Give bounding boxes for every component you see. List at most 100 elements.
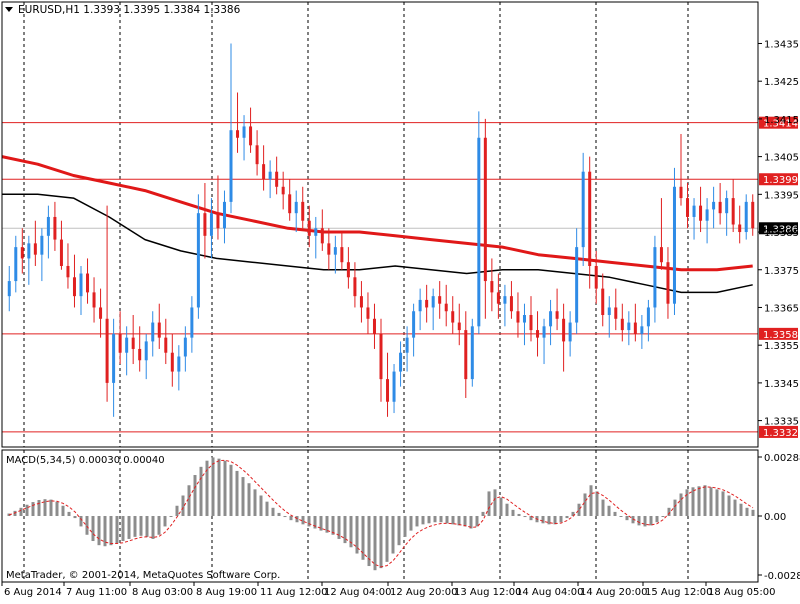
candle-body (601, 288, 605, 316)
price-axis: 1.3414 1.3399 1.3358 1.3332 1.3386 1.3435 1.34… (758, 39, 800, 582)
macd-histogram-bar (409, 516, 413, 531)
triangle-down-icon[interactable] (5, 7, 13, 12)
candle-body (203, 213, 207, 236)
macd-histogram-bar (745, 507, 749, 516)
candle-body (686, 198, 690, 217)
macd-histogram-bar (187, 485, 191, 516)
macd-histogram-bar (721, 491, 725, 516)
candle-body (699, 205, 703, 221)
macd-histogram-bar (439, 516, 443, 523)
candle-body (7, 281, 11, 297)
candle-body (40, 235, 44, 255)
macd-histogram-bar (433, 516, 437, 523)
candle-body (249, 126, 253, 146)
candle-body (125, 337, 129, 353)
macd-histogram-bar (73, 516, 77, 519)
time-axis-label: 14 Aug 20:00 (580, 587, 647, 598)
macd-histogram-bar (613, 511, 617, 516)
candle-body (366, 307, 370, 319)
macd-indicator (7, 457, 755, 571)
candle-body (236, 130, 240, 138)
candle-body (14, 247, 18, 282)
macd-histogram-bar (379, 516, 383, 569)
macd-histogram-bar (541, 516, 545, 524)
macd-histogram-bar (325, 516, 329, 533)
macd-histogram-bar (625, 516, 629, 521)
candle-body (229, 130, 233, 202)
candle-body (301, 201, 305, 221)
price-axis-label: 1.3335 (764, 417, 799, 428)
copyright-text: MetaTrader, © 2001-2014, MetaQuotes Soft… (6, 570, 280, 581)
macd-histogram-bar (343, 516, 347, 544)
macd-histogram-bar (727, 495, 731, 516)
candle-body (222, 201, 226, 229)
candle-body (653, 247, 657, 308)
macd-histogram-bar (445, 516, 449, 524)
macd-histogram-bar (109, 516, 113, 546)
macd-histogram-bar (283, 516, 287, 518)
level-price-tag-bg (759, 173, 798, 186)
macd-histogram-bar (313, 516, 317, 529)
macd-histogram-bar (133, 516, 137, 537)
price-axis-label: 1.3395 (764, 190, 799, 201)
candle-body (640, 326, 644, 334)
macd-histogram-bar (391, 516, 395, 554)
candle-body (633, 322, 637, 334)
symbol-header: EURUSD,H1 1.3393 1.3395 1.3384 1.3386 (18, 4, 241, 16)
candle-body (568, 322, 572, 342)
time-axis: 6 Aug 2014 7 Aug 11:00 8 Aug 03:00 8 Aug 19… (1, 582, 775, 598)
macd-histogram-bar (79, 516, 83, 527)
macd-histogram-bar (739, 503, 743, 516)
price-axis-label: 1.3355 (764, 341, 799, 352)
candle-body (712, 201, 716, 210)
macd-histogram-bar (211, 457, 215, 516)
ma-slow-line (2, 193, 753, 294)
macd-histogram-bar (643, 516, 647, 527)
macd-histogram-bar (595, 491, 599, 516)
macd-histogram-bar (679, 493, 683, 516)
price-axis-label: 1.3425 (764, 77, 799, 88)
candle-body (112, 333, 116, 383)
macd-histogram-bar (319, 516, 323, 531)
time-axis-label: 13 Aug 12:00 (454, 587, 521, 598)
candle-body (451, 311, 455, 323)
level-price-tag: 1.3332 (763, 428, 798, 439)
macd-histogram-bar (517, 513, 521, 516)
candle-body (679, 186, 683, 199)
macd-histogram-bar (265, 501, 269, 516)
macd-histogram-bar (55, 501, 59, 516)
macd-title: MACD(5,34,5) 0.00030 0.00040 (6, 455, 165, 466)
macd-histogram-bar (271, 507, 275, 516)
candle-body (529, 315, 533, 331)
candle-body (692, 205, 696, 217)
macd-histogram-bar (559, 516, 563, 523)
candle-body (307, 220, 311, 236)
macd-histogram-bar (661, 516, 665, 517)
candle-body (177, 356, 181, 372)
candle-body (320, 228, 324, 244)
candle-body (275, 171, 279, 187)
candle-body (549, 311, 553, 327)
macd-histogram-bar (397, 516, 401, 546)
macd-histogram-bar (223, 460, 227, 516)
candle-body (470, 326, 474, 380)
macd-histogram-bar (601, 499, 605, 516)
price-axis-label: 1.3365 (764, 303, 799, 314)
candle-body (216, 213, 220, 229)
macd-histogram-bar (331, 516, 335, 535)
macd-histogram-bar (349, 516, 353, 548)
candle-body (438, 296, 442, 304)
level-price-tag: 1.3399 (763, 175, 798, 186)
macd-histogram-bar (499, 497, 503, 516)
candle-body (144, 341, 148, 361)
candle-body (412, 311, 416, 338)
macd-histogram-bar (733, 499, 737, 516)
macd-histogram-bar (481, 511, 485, 516)
candle-body (542, 326, 546, 338)
macd-histogram-bar (289, 516, 293, 521)
macd-histogram-bar (25, 504, 29, 516)
macd-histogram-bar (649, 516, 653, 526)
candle-body (164, 337, 168, 353)
